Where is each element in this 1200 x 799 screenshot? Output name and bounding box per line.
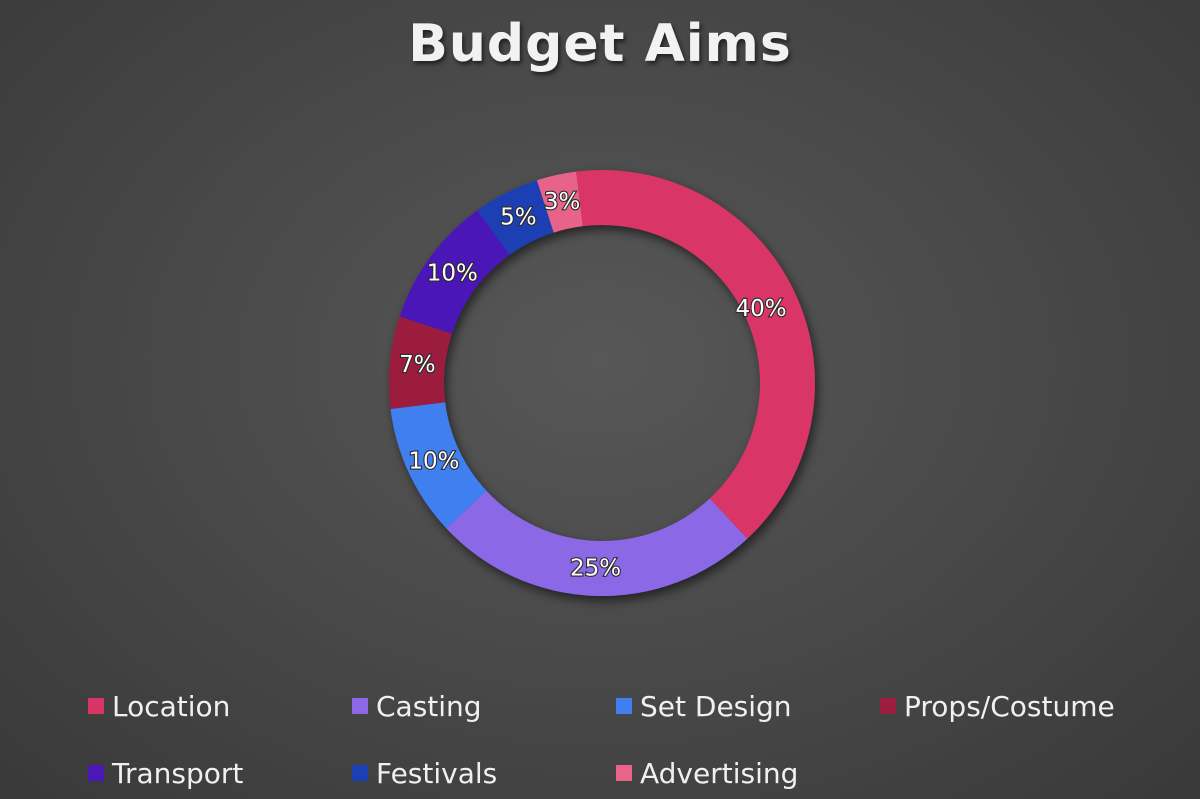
- legend-swatch: [880, 698, 896, 714]
- legend-item-transport: Transport: [88, 753, 243, 793]
- legend-label: Set Design: [640, 689, 792, 723]
- donut-slice-set-design: [390, 402, 487, 529]
- donut-slice-transport: [399, 210, 510, 334]
- legend-swatch: [88, 698, 104, 714]
- legend: Location Casting Set Design Props/Costume Tr…: [0, 684, 1200, 794]
- legend-item-casting: Casting: [352, 686, 482, 726]
- legend-item-location: Location: [88, 686, 230, 726]
- legend-label: Casting: [376, 689, 482, 723]
- donut-slice-advertising: [536, 171, 583, 233]
- legend-item-advertising: Advertising: [616, 753, 798, 793]
- data-label-festivals: 5%: [500, 204, 537, 230]
- donut-slice-location: [576, 170, 815, 539]
- legend-label: Festivals: [376, 756, 498, 790]
- legend-label: Props/Costume: [904, 689, 1115, 723]
- legend-item-props-costume: Props/Costume: [880, 686, 1115, 726]
- legend-item-festivals: Festivals: [352, 753, 497, 793]
- legend-label: Transport: [112, 756, 244, 790]
- donut-slice-casting: [446, 490, 748, 596]
- data-label-props-costume: 7%: [399, 352, 436, 378]
- legend-swatch: [616, 698, 632, 714]
- legend-label: Location: [112, 689, 231, 723]
- legend-swatch: [352, 765, 368, 781]
- legend-swatch: [616, 765, 632, 781]
- donut-slice-festivals: [477, 180, 554, 255]
- legend-swatch: [88, 765, 104, 781]
- data-label-set-design: 10%: [408, 448, 459, 474]
- data-label-casting: 25%: [570, 555, 621, 581]
- donut-slice-props-costume: [389, 316, 452, 409]
- legend-swatch: [352, 698, 368, 714]
- legend-label: Advertising: [640, 756, 799, 790]
- chart-title: Budget Aims: [408, 14, 792, 74]
- donut-chart: 40% 25% 10% 7% 10% 5% 3%: [389, 170, 815, 596]
- data-label-location: 40%: [735, 296, 786, 322]
- legend-item-set-design: Set Design: [616, 686, 792, 726]
- data-label-transport: 10%: [427, 260, 478, 286]
- data-label-advertising: 3%: [544, 189, 581, 215]
